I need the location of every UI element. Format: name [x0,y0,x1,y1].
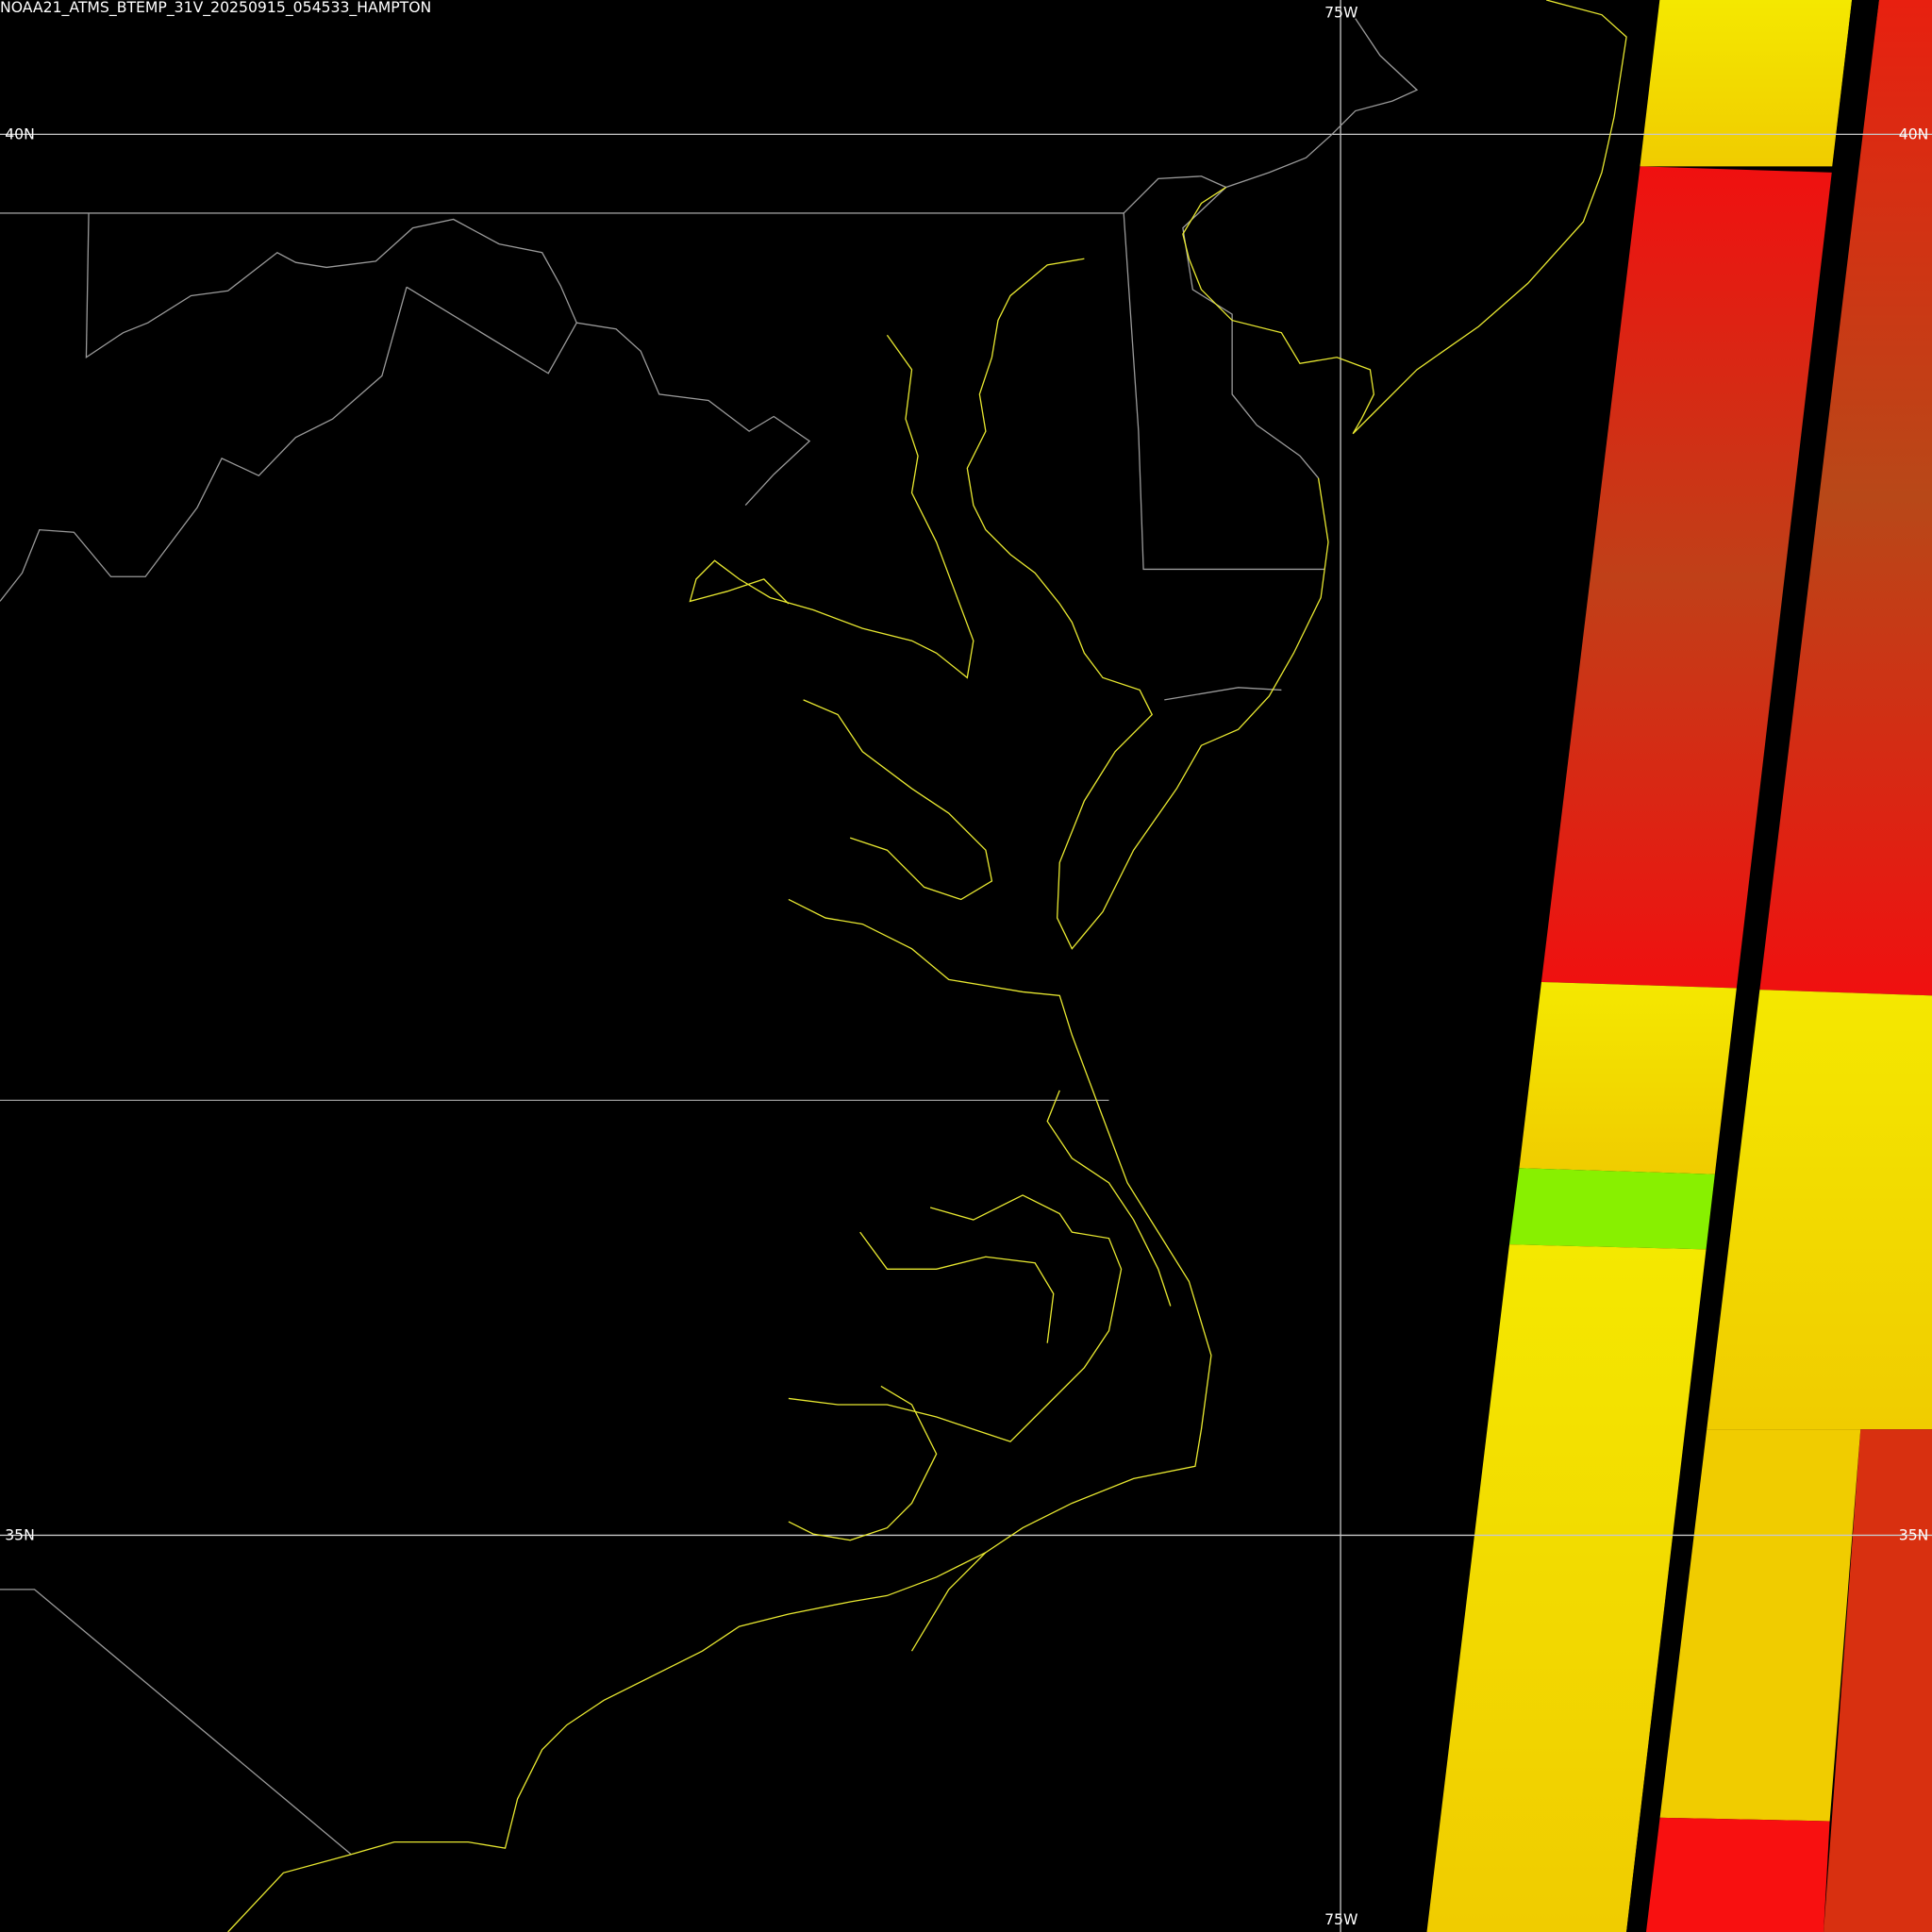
swath-gap [1626,0,1879,1932]
state-borders-line [1164,687,1282,701]
state-borders-line [0,1589,352,1856]
state-borders-line [406,286,577,375]
coastline-line [788,1194,1123,1442]
lat-label: 40N [1899,125,1929,143]
swath-left [1426,0,1853,1932]
coastline-line [966,258,1329,950]
swath-cell [1640,0,1853,167]
state-borders [0,18,1419,1856]
swath-cell [1541,166,1833,989]
swath-cell [1647,1429,1861,1822]
lon-label: 75W [1324,3,1357,21]
coastline-line [788,898,1212,1652]
coastline [227,0,1627,1932]
coastline-line [788,1385,938,1541]
state-borders-line [0,287,408,602]
state-borders-line [1123,18,1419,214]
swath-cell [1752,0,1932,996]
swath-cell [1632,1817,1830,1932]
swath-cell [1426,1244,1707,1932]
swath-cell [1824,1429,1932,1932]
coastline-line [1182,0,1627,435]
coastline-line [803,699,993,901]
lat-label: 35N [5,1526,35,1544]
lat-label: 40N [5,125,35,143]
coastline-line [227,1552,987,1932]
swath-cell [1519,981,1738,1174]
lat-label: 35N [1899,1526,1929,1544]
state-borders-line [0,212,1325,571]
state-borders-line [85,212,811,506]
coastline-line [689,334,974,679]
lon-label: 75W [1324,1910,1357,1928]
title: NOAA21_ATMS_BTEMP_31V_20250915_054533_HA… [0,0,431,17]
swath-cell [1509,1168,1716,1250]
swath-right [1626,0,1932,1932]
coastline-line [859,1231,1055,1343]
swath-cell [1696,989,1932,1430]
coastline-line [1046,1090,1172,1307]
